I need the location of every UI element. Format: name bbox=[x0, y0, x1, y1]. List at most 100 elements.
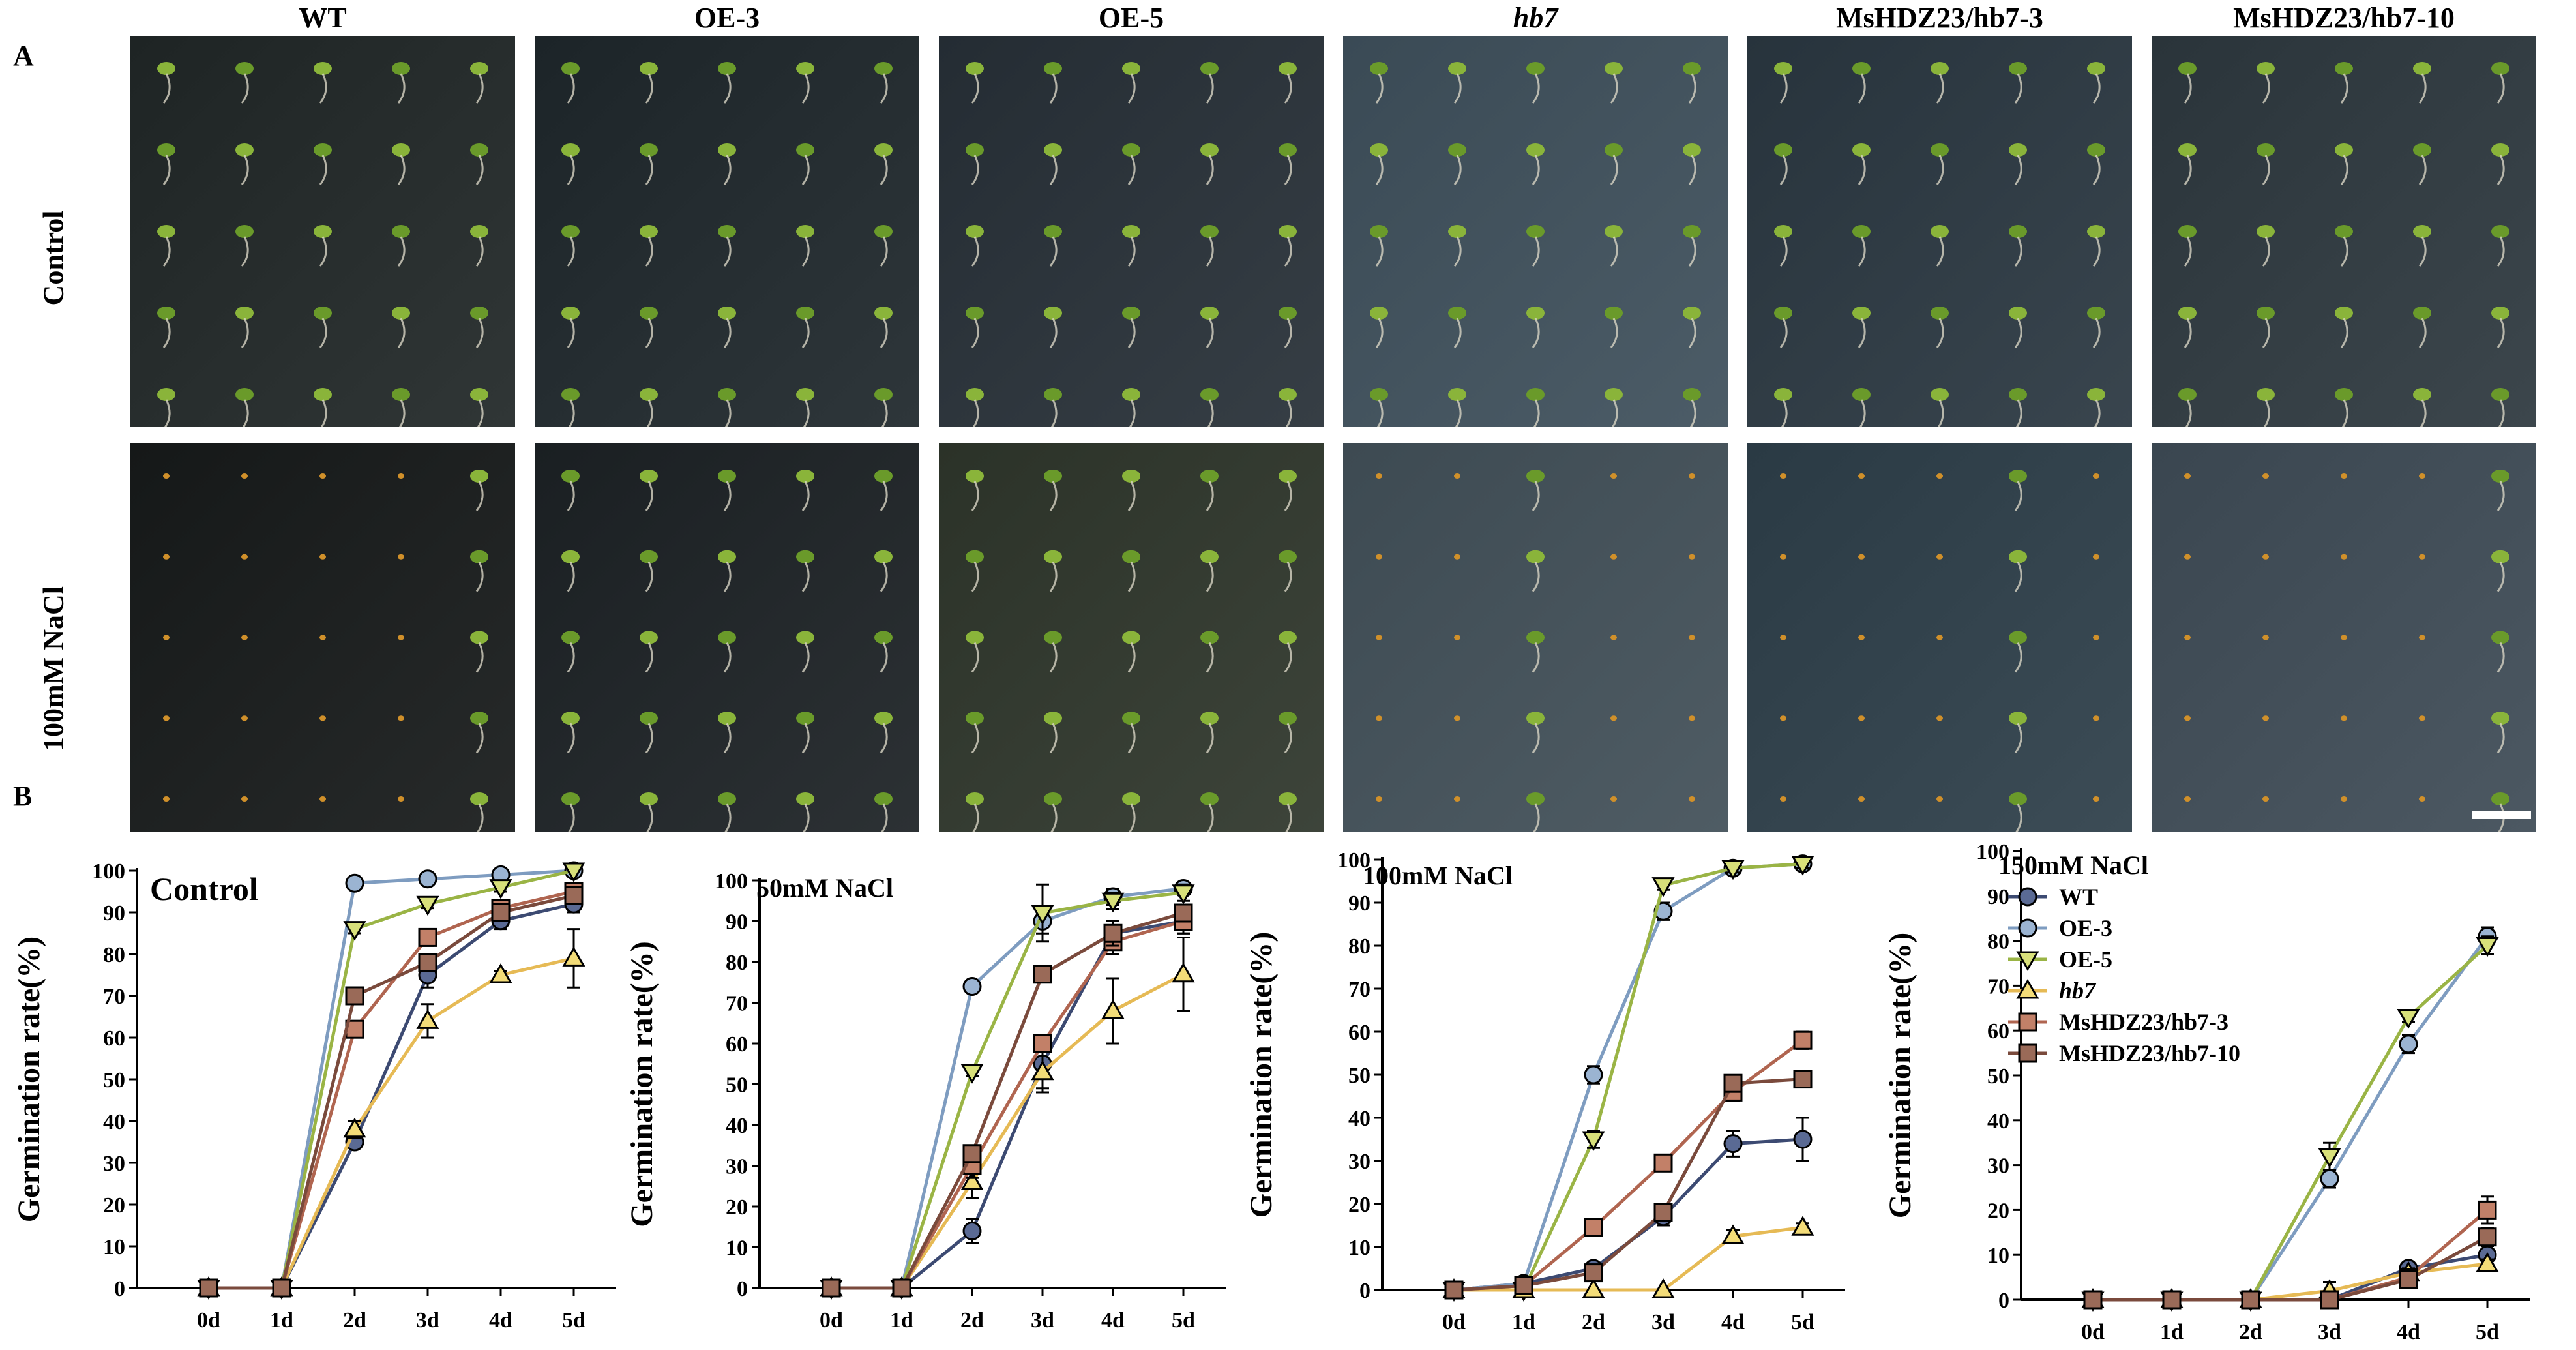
seedling-photo-r0-c2 bbox=[939, 36, 1324, 427]
chart-title: Control bbox=[150, 871, 258, 907]
series-line bbox=[1454, 1225, 1803, 1292]
seedling-photo-r1-c0 bbox=[130, 443, 515, 832]
data-point-3d bbox=[2320, 1169, 2339, 1188]
y-tick-label-70: 70 bbox=[1348, 978, 1370, 1002]
data-point-3d bbox=[416, 895, 439, 916]
data-point-3d bbox=[1031, 905, 1054, 925]
y-tick-label-100: 100 bbox=[715, 869, 748, 893]
legend-marker-1 bbox=[2018, 918, 2037, 938]
y-tick-label-60: 60 bbox=[726, 1032, 748, 1057]
chart-title: 100mM NaCl bbox=[1363, 861, 1513, 890]
data-point-0d bbox=[1444, 1280, 1464, 1300]
series-oe-3 bbox=[822, 879, 1193, 1298]
column-title-4: MsHDZ23/hb7-3 bbox=[1836, 2, 2043, 34]
chart-0: 0 10 20 30 40 50 60 70 80 90 100 0d 1d 2d 3d 4d 5d Germin… bbox=[12, 860, 616, 1332]
series-line bbox=[209, 956, 574, 1290]
data-point-5d bbox=[562, 862, 585, 883]
data-point-4d bbox=[1101, 998, 1125, 1019]
data-point-4d bbox=[1103, 923, 1123, 943]
y-tick-label-10: 10 bbox=[1348, 1236, 1370, 1260]
seedling-photo-r0-c1 bbox=[535, 36, 919, 427]
chart-3: 0 10 20 30 40 50 60 70 80 90 100 0d 1d 2d 3d 4d 5d Germin… bbox=[1883, 840, 2530, 1344]
data-point-1d bbox=[2162, 1290, 2182, 1310]
x-tick-label-0d: 0d bbox=[2081, 1320, 2105, 1344]
series-mshdz23-hb7-3 bbox=[1444, 1030, 1813, 1300]
x-tick-label-4d: 4d bbox=[2397, 1320, 2420, 1344]
data-point-2d bbox=[345, 873, 364, 893]
series-line bbox=[831, 972, 1185, 1290]
series-line bbox=[1454, 862, 1803, 1292]
series-line bbox=[1453, 862, 1803, 1292]
legend-label-0: WT bbox=[2059, 884, 2098, 910]
series-wt bbox=[1444, 1117, 1813, 1300]
x-tick-label-0d: 0d bbox=[197, 1308, 220, 1332]
x-tick-label-3d: 3d bbox=[2318, 1320, 2341, 1344]
seedling-photo-r1-c3 bbox=[1343, 443, 1728, 832]
column-title-5: MsHDZ23/hb7-10 bbox=[2233, 2, 2455, 34]
y-tick-label-30: 30 bbox=[103, 1152, 125, 1176]
series-line bbox=[209, 869, 574, 1290]
data-point-0d bbox=[2083, 1290, 2103, 1310]
data-point-1d bbox=[892, 1278, 911, 1298]
x-tick-label-4d: 4d bbox=[1721, 1310, 1745, 1334]
x-tick-label-3d: 3d bbox=[1031, 1308, 1054, 1332]
x-tick-label-1d: 1d bbox=[1512, 1310, 1535, 1334]
y-axis-label: Germination rate(%) bbox=[1244, 932, 1279, 1218]
legend-marker-2 bbox=[2016, 951, 2039, 972]
y-tick-label-20: 20 bbox=[1348, 1193, 1370, 1217]
y-tick-label-70: 70 bbox=[103, 985, 125, 1009]
data-point-5d bbox=[1172, 884, 1195, 905]
series-oe-3 bbox=[2083, 926, 2497, 1310]
panel-b-letter: B bbox=[13, 780, 33, 812]
data-point-4d bbox=[489, 963, 512, 983]
data-point-4d bbox=[1721, 1224, 1745, 1244]
data-point-3d bbox=[418, 869, 437, 889]
y-tick-label-100: 100 bbox=[92, 860, 125, 884]
y-tick-label-0: 0 bbox=[1998, 1289, 2009, 1313]
y-tick-label-70: 70 bbox=[726, 992, 748, 1016]
data-point-5d bbox=[1172, 962, 1195, 983]
data-point-2d bbox=[1584, 1065, 1603, 1085]
legend-marker-5 bbox=[2018, 1043, 2037, 1063]
data-point-3d bbox=[418, 953, 437, 972]
series-line bbox=[209, 902, 574, 1290]
column-title-2: OE-5 bbox=[1098, 2, 1164, 34]
legend-label-5: MsHDZ23/hb7-10 bbox=[2059, 1040, 2240, 1066]
y-tick-label-80: 80 bbox=[726, 951, 748, 975]
data-point-4d bbox=[1723, 1134, 1743, 1154]
y-tick-label-0: 0 bbox=[737, 1277, 748, 1301]
chart-1: 0 10 20 30 40 50 60 70 80 90 100 0d 1d 2d 3d 4d 5d Germin… bbox=[625, 869, 1226, 1332]
y-tick-label-50: 50 bbox=[726, 1073, 748, 1098]
y-tick-label-40: 40 bbox=[726, 1114, 748, 1138]
y-tick-label-100: 100 bbox=[1337, 848, 1370, 873]
series-line bbox=[831, 920, 1184, 1290]
data-point-4d bbox=[2399, 1034, 2418, 1054]
x-tick-label-2d: 2d bbox=[960, 1308, 984, 1332]
x-tick-label-3d: 3d bbox=[1651, 1310, 1675, 1334]
x-tick-label-2d: 2d bbox=[343, 1308, 366, 1332]
x-tick-label-3d: 3d bbox=[416, 1308, 439, 1332]
y-tick-label-80: 80 bbox=[1987, 930, 2009, 954]
x-tick-label-2d: 2d bbox=[2239, 1320, 2262, 1344]
data-point-2d bbox=[1582, 1131, 1605, 1152]
legend: WT OE-3 OE-5 hb7 MsHDZ23/hb7-3 MsHDZ23/hb7-10 bbox=[2008, 884, 2240, 1066]
data-point-2d bbox=[345, 986, 364, 1006]
series-line bbox=[2093, 1208, 2489, 1302]
y-tick-label-10: 10 bbox=[1987, 1244, 2009, 1268]
data-point-5d bbox=[2476, 1252, 2499, 1272]
y-tick-label-50: 50 bbox=[1348, 1064, 1370, 1088]
series-mshdz23-hb7-10 bbox=[822, 903, 1193, 1298]
x-tick-label-5d: 5d bbox=[1172, 1308, 1195, 1332]
data-point-3d bbox=[1031, 1060, 1054, 1081]
data-point-0d bbox=[199, 1278, 218, 1298]
data-point-2d bbox=[2241, 1290, 2260, 1310]
chart-title: 150mM NaCl bbox=[1998, 850, 2148, 880]
y-tick-label-10: 10 bbox=[103, 1235, 125, 1259]
y-tick-label-0: 0 bbox=[114, 1277, 125, 1301]
x-tick-label-5d: 5d bbox=[2476, 1320, 2499, 1344]
data-point-2d bbox=[1584, 1263, 1603, 1283]
seedling-photo-r0-c5 bbox=[2152, 36, 2536, 427]
series-line bbox=[209, 890, 574, 1290]
chart-2: 0 10 20 30 40 50 60 70 80 90 100 0d 1d 2d 3d 4d 5d Germin… bbox=[1244, 848, 1845, 1334]
panel-a-letter: A bbox=[13, 40, 34, 72]
